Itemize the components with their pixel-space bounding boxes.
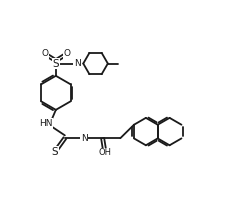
Text: OH: OH bbox=[99, 148, 112, 157]
Text: O: O bbox=[41, 49, 48, 58]
Text: N: N bbox=[81, 134, 88, 143]
Text: HN: HN bbox=[39, 119, 53, 128]
Text: S: S bbox=[51, 147, 58, 157]
Text: S: S bbox=[52, 59, 59, 68]
Text: O: O bbox=[64, 49, 71, 58]
Text: N: N bbox=[74, 59, 81, 68]
